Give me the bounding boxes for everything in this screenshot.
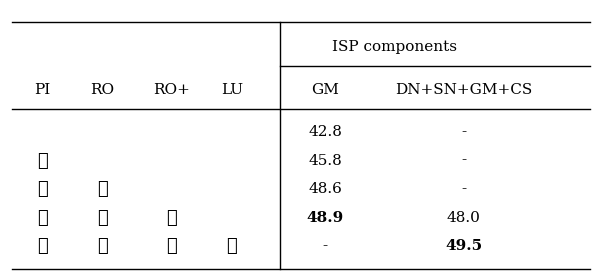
Text: 48.9: 48.9: [306, 210, 344, 225]
Text: ✓: ✓: [226, 237, 237, 255]
Text: -: -: [461, 125, 466, 139]
Text: RO: RO: [90, 83, 114, 98]
Text: 48.0: 48.0: [447, 210, 480, 225]
Text: -: -: [461, 153, 466, 168]
Text: ✓: ✓: [166, 209, 177, 227]
Text: DN+SN+GM+CS: DN+SN+GM+CS: [395, 83, 532, 98]
Text: PI: PI: [34, 83, 50, 98]
Text: -: -: [461, 182, 466, 196]
Text: ✓: ✓: [97, 209, 108, 227]
Text: ✓: ✓: [37, 237, 48, 255]
Text: 49.5: 49.5: [445, 239, 482, 253]
Text: 48.6: 48.6: [308, 182, 342, 196]
Text: GM: GM: [311, 83, 339, 98]
Text: 42.8: 42.8: [308, 125, 342, 139]
Text: -: -: [323, 239, 327, 253]
Text: ✓: ✓: [166, 237, 177, 255]
Text: ISP components: ISP components: [332, 39, 457, 54]
Text: LU: LU: [221, 83, 243, 98]
Text: 45.8: 45.8: [308, 153, 342, 168]
Text: RO+: RO+: [153, 83, 190, 98]
Text: ✓: ✓: [97, 237, 108, 255]
Text: ✓: ✓: [37, 152, 48, 170]
Text: ✓: ✓: [37, 180, 48, 198]
Text: ✓: ✓: [97, 180, 108, 198]
Text: ✓: ✓: [37, 209, 48, 227]
